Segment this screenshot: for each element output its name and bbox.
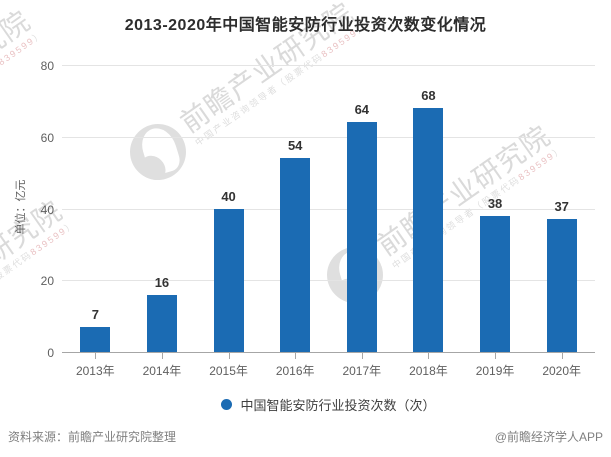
- credit-text: @前瞻经济学人APP: [494, 430, 603, 444]
- x-axis-tick-label: 2013年: [75, 364, 115, 378]
- plot-area: 7 2013年 16 2014年 40 2015年 54 2016年 64 2017年 68 2018…: [62, 65, 595, 378]
- x-axis-tick: [561, 353, 563, 359]
- x-axis-tick: [428, 353, 430, 359]
- watermark-small-text: 中国产业咨询领导者（股票代码839599）: [0, 29, 46, 156]
- bar-value-label: 64: [354, 102, 370, 118]
- bar-value-label: 37: [554, 199, 569, 215]
- bar: [80, 326, 111, 352]
- y-axis-unit-label: 单位：亿元: [15, 179, 27, 235]
- gridline: [62, 280, 595, 282]
- bar-value-label: 40: [221, 188, 236, 204]
- bar: [546, 219, 577, 352]
- footer: 资料来源：前瞻产业研究院整理 @前瞻经济学人APP: [8, 428, 603, 445]
- x-axis-tick: [161, 353, 163, 359]
- y-axis-tick-label: 80: [40, 59, 54, 73]
- x-axis-tick: [495, 353, 497, 359]
- x-axis-tick-label: 2019年: [475, 364, 515, 378]
- x-axis-line: [62, 352, 595, 353]
- bar: [280, 158, 311, 352]
- bar: [146, 294, 177, 352]
- bar-value-label: 54: [287, 138, 303, 154]
- data-source-text: 资料来源：前瞻产业研究院整理: [8, 430, 177, 444]
- x-axis-tick-label: 2014年: [142, 364, 182, 378]
- x-axis-tick-label: 2018年: [409, 364, 448, 378]
- x-axis-tick-label: 2020年: [542, 364, 582, 378]
- y-axis-tick-label: 20: [40, 274, 54, 289]
- watermark-big-text: 前瞻产业研究院: [0, 194, 68, 337]
- legend: 中国智能安防行业投资次数（次）: [62, 395, 595, 414]
- bar-value-label: 38: [487, 195, 503, 211]
- bar: [480, 215, 511, 352]
- gridline: [62, 136, 595, 138]
- x-axis-tick-label: 2016年: [275, 364, 315, 378]
- y-axis-tick-label: 60: [40, 130, 54, 145]
- x-axis-tick-label: 2015年: [209, 364, 248, 378]
- legend-marker-icon: [221, 399, 233, 410]
- x-axis-tick: [95, 353, 97, 359]
- bar: [413, 108, 444, 352]
- watermark-stock-code: 839599: [0, 35, 37, 68]
- y-axis-tick-label: 0: [47, 346, 54, 360]
- chart-title: 2013-2020年中国智能安防行业投资次数变化情况: [124, 17, 487, 34]
- x-axis-tick-label: 2017年: [342, 364, 382, 378]
- bar: [213, 208, 244, 352]
- x-axis-tick: [295, 353, 297, 359]
- bar-value-label: 16: [154, 274, 170, 290]
- x-axis-tick: [361, 353, 363, 359]
- bar: [346, 122, 377, 352]
- x-axis-tick: [228, 353, 230, 359]
- bar-value-label: 68: [421, 88, 436, 104]
- gridline: [62, 208, 595, 210]
- legend-label: 中国智能安防行业投资次数（次）: [240, 398, 436, 413]
- gridline: [62, 65, 595, 66]
- bar-value-label: 7: [91, 306, 99, 322]
- y-axis-tick-label: 40: [40, 202, 54, 217]
